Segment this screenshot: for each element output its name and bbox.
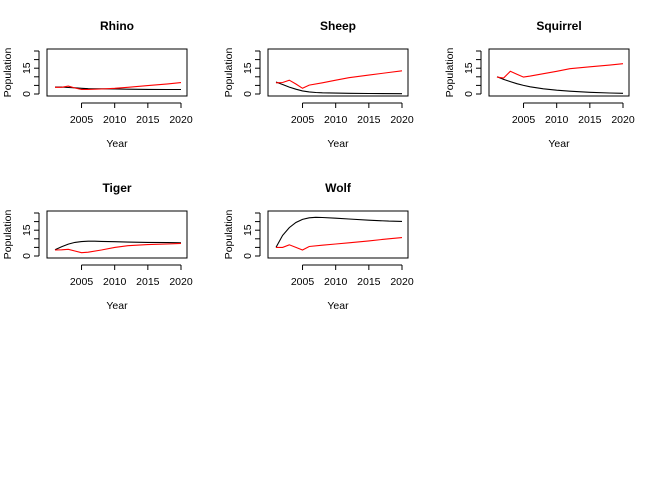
- plot-frame: [267, 210, 409, 259]
- plot-frame: [488, 48, 630, 97]
- x-axis-label: Year: [327, 138, 349, 150]
- x-tick-label: 2020: [390, 114, 414, 126]
- series-line-black: [54, 240, 182, 251]
- x-tick-label: 2005: [291, 114, 315, 126]
- y-axis-label: Population: [444, 48, 456, 98]
- y-axis-label: Population: [2, 210, 14, 260]
- chart-panel-tiger: Tiger 2005 2010 2015 2020 0 15 Year Population: [2, 181, 193, 312]
- series-line-black: [275, 81, 403, 95]
- x-tick-label: 2010: [324, 276, 348, 288]
- x-tick-label: 2015: [578, 114, 602, 126]
- y-tick-label: 15: [21, 224, 33, 236]
- series-line-black: [496, 76, 624, 94]
- y-axis-label: Population: [223, 48, 235, 98]
- chart-title: Wolf: [325, 181, 352, 195]
- x-axis-label: Year: [106, 138, 128, 150]
- y-tick-label: 0: [21, 91, 33, 97]
- y-axis-label: Population: [2, 48, 14, 98]
- chart-panel-wolf: Wolf 2005 2010 2015 2020 0 15 Year Population: [223, 181, 414, 312]
- x-tick-label: 2015: [136, 276, 160, 288]
- x-tick-label: 2020: [611, 114, 635, 126]
- chart-panel-squirrel: Squirrel 2005 2010 2015 2020 0 15 Year Populatio…: [444, 19, 635, 150]
- y-axis-label: Population: [223, 210, 235, 260]
- plot-frame: [267, 48, 409, 97]
- series-line-red: [55, 82, 182, 91]
- y-tick-label: 0: [21, 253, 33, 259]
- series-line-red: [276, 237, 403, 251]
- chart-panel-sheep: Sheep 2005 2010 2015 2020 0 15 Year Population: [223, 19, 414, 150]
- y-tick-label: 0: [242, 253, 254, 259]
- y-tick-label: 15: [242, 62, 254, 74]
- x-tick-label: 2020: [169, 114, 193, 126]
- chart-title: Squirrel: [536, 19, 581, 33]
- plot-frame: [46, 210, 188, 259]
- x-axis-label: Year: [327, 300, 349, 312]
- x-tick-label: 2015: [136, 114, 160, 126]
- series-line-black: [275, 216, 403, 248]
- x-tick-label: 2015: [357, 276, 381, 288]
- series-line-red: [275, 70, 403, 89]
- x-tick-label: 2015: [357, 114, 381, 126]
- chart-panel-rhino: Rhino 2005 2010 2015 2020 0 15 Year Population: [2, 19, 193, 150]
- x-tick-label: 2010: [545, 114, 569, 126]
- x-tick-label: 2020: [169, 276, 193, 288]
- y-tick-label: 15: [463, 62, 475, 74]
- chart-title: Sheep: [320, 19, 356, 33]
- x-tick-label: 2005: [291, 276, 315, 288]
- x-tick-label: 2005: [512, 114, 536, 126]
- chart-title: Rhino: [100, 19, 134, 33]
- plot-frame: [46, 48, 188, 97]
- x-tick-label: 2010: [103, 114, 127, 126]
- x-tick-label: 2005: [70, 114, 94, 126]
- x-axis-label: Year: [106, 300, 128, 312]
- x-axis-label: Year: [548, 138, 570, 150]
- x-tick-label: 2010: [324, 114, 348, 126]
- y-tick-label: 0: [463, 91, 475, 97]
- x-tick-label: 2010: [103, 276, 127, 288]
- series-line-red: [496, 63, 624, 79]
- series-line-red: [54, 242, 182, 254]
- chart-title: Tiger: [102, 181, 131, 195]
- y-tick-label: 15: [21, 62, 33, 74]
- y-tick-label: 0: [242, 91, 254, 97]
- x-tick-label: 2005: [70, 276, 94, 288]
- y-tick-label: 15: [242, 224, 254, 236]
- x-tick-label: 2020: [390, 276, 414, 288]
